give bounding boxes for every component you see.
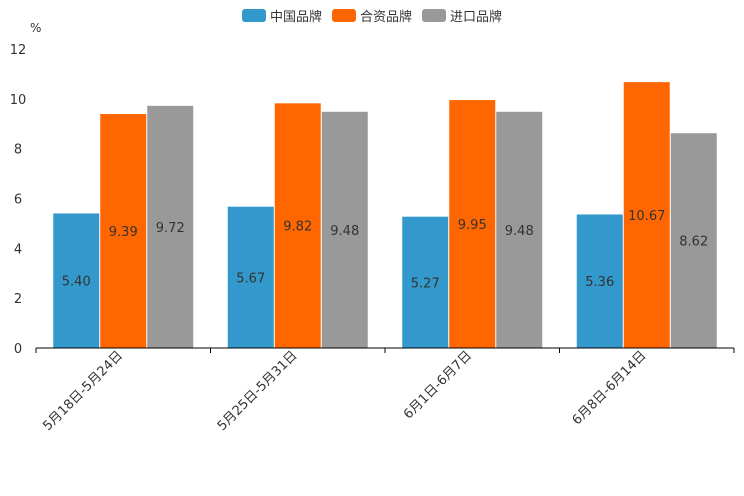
bars: 5.40 9.39 9.72 5.67 9.82 9.48 5.27 9.95 9.48 5.36… xyxy=(53,82,717,349)
y-tick-label: 0 xyxy=(14,342,22,357)
bar-2-2[interactable] xyxy=(496,111,543,348)
y-tick-label: 12 xyxy=(10,43,27,58)
legend-item-joint-venture-brand[interactable]: 合资品牌 xyxy=(331,6,412,25)
bar-value-label: 9.48 xyxy=(505,224,534,239)
y-axis: 0 2 4 6 8 10 12 xyxy=(10,43,27,357)
y-axis-unit: % xyxy=(30,21,42,35)
bar-1-3[interactable] xyxy=(623,82,670,349)
bar-value-label: 5.67 xyxy=(236,271,265,286)
legend-label-china-brand: 中国品牌 xyxy=(269,10,322,25)
legend-label-joint-venture-brand: 合资品牌 xyxy=(359,10,412,25)
bar-0-3[interactable] xyxy=(576,214,623,348)
legend-swatch-china-brand xyxy=(241,9,266,22)
bar-value-label: 9.95 xyxy=(458,218,487,233)
y-tick-label: 10 xyxy=(10,93,27,108)
bar-value-label: 8.62 xyxy=(679,235,708,250)
legend-item-imported-brand[interactable]: 进口品牌 xyxy=(422,6,502,25)
x-category-label: 5月25日-5月31日 xyxy=(215,348,301,434)
y-tick-label: 2 xyxy=(14,292,22,307)
bar-value-label: 9.82 xyxy=(283,220,312,235)
bar-0-1[interactable] xyxy=(227,206,274,348)
bar-0-2[interactable] xyxy=(402,216,449,348)
legend-swatch-joint-venture-brand xyxy=(331,9,356,22)
bar-value-label: 9.39 xyxy=(109,225,138,240)
bar-value-label: 9.48 xyxy=(330,224,359,239)
bar-0-0[interactable] xyxy=(53,213,100,348)
bar-2-3[interactable] xyxy=(670,133,717,348)
bar-2-0[interactable] xyxy=(147,105,194,348)
bar-2-1[interactable] xyxy=(321,111,368,348)
legend-label-imported-brand: 进口品牌 xyxy=(450,10,503,25)
y-tick-label: 4 xyxy=(14,242,22,257)
y-tick-label: 8 xyxy=(14,143,22,158)
bar-value-label: 5.27 xyxy=(411,276,440,291)
x-axis: 5月18日-5月24日 5月25日-5月31日 6月1日-6月7日 6月8日-6月14… xyxy=(35,347,735,434)
legend-item-china-brand[interactable]: 中国品牌 xyxy=(241,6,322,25)
bar-value-label: 5.40 xyxy=(62,275,91,290)
bar-1-0[interactable] xyxy=(100,114,147,348)
bar-value-label: 9.72 xyxy=(156,221,185,236)
y-tick-label: 6 xyxy=(14,193,22,208)
bar-value-label: 5.36 xyxy=(585,275,614,290)
bar-1-2[interactable] xyxy=(449,100,496,349)
bar-value-label: 10.67 xyxy=(628,209,665,224)
x-category-label: 5月18日-5月24日 xyxy=(40,348,126,434)
bar-1-1[interactable] xyxy=(274,103,321,349)
x-category-label: 6月8日-6月14日 xyxy=(570,348,650,428)
chart-legend: 中国品牌 合资品牌 进口品牌 xyxy=(0,6,744,25)
legend-swatch-imported-brand xyxy=(422,9,446,22)
x-category-label: 6月1日-6月7日 xyxy=(401,348,475,422)
